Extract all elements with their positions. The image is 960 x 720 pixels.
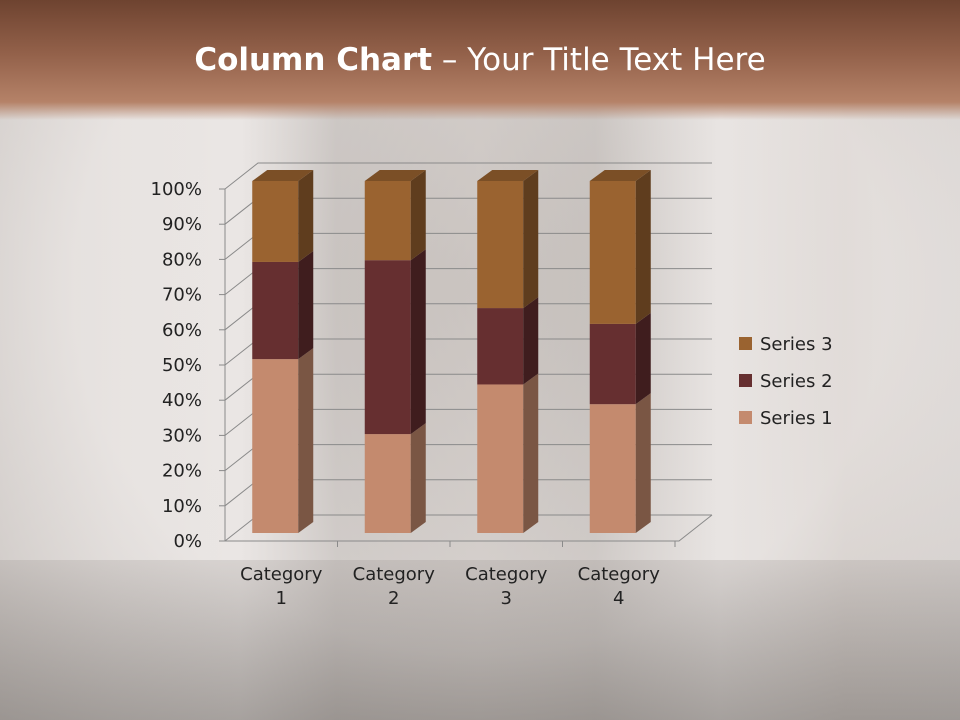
bar-segment-side (635, 393, 651, 533)
legend-swatch (739, 374, 752, 387)
y-tick-label: 0% (173, 531, 202, 552)
y-tick-label: 50% (162, 355, 202, 376)
y-tick-label: 30% (162, 425, 202, 446)
x-tick-label: Category (465, 564, 548, 585)
title-bold: Column Chart (194, 42, 433, 78)
bar-segment-front (477, 384, 524, 533)
bar-segment-side (298, 348, 314, 533)
bar-segment-top (252, 170, 314, 181)
bar-segment-front (364, 260, 411, 435)
title-bar (0, 0, 960, 120)
bar-segment-top (589, 170, 651, 181)
x-tick-label: Category (578, 564, 661, 585)
x-tick-label: 3 (501, 588, 512, 609)
bar-segment-front (364, 434, 411, 533)
y-tick-label: 10% (162, 496, 202, 517)
bar-segment-front (589, 323, 636, 405)
legend-label: Series 1 (760, 408, 833, 429)
background-shade (0, 560, 960, 720)
y-tick-label: 20% (162, 461, 202, 482)
bar-segment-front (589, 181, 636, 324)
x-tick-label: 4 (613, 588, 624, 609)
bar-segment-side (635, 170, 651, 324)
x-tick-label: Category (240, 564, 323, 585)
x-tick-label: 2 (388, 588, 399, 609)
legend-swatch (739, 337, 752, 350)
bar-segment-front (477, 181, 524, 309)
legend-label: Series 3 (760, 334, 833, 355)
bar-segment-top (477, 170, 539, 181)
legend-swatch (739, 411, 752, 424)
y-tick-label: 60% (162, 320, 202, 341)
x-tick-label: Category (353, 564, 436, 585)
bar-segment-side (523, 170, 539, 309)
legend-label: Series 2 (760, 371, 833, 392)
bar-segment-front (252, 261, 299, 360)
floor-edge (225, 514, 713, 542)
bar-segment-side (523, 373, 539, 533)
bar-segment-side (523, 297, 539, 385)
y-tick-label: 100% (151, 179, 202, 200)
gridline (224, 162, 712, 190)
slide-title: Column Chart – Your Title Text Here (0, 42, 960, 78)
bar-segment-side (298, 250, 314, 360)
bar-segment-side (410, 423, 426, 533)
bar-segment-front (252, 181, 299, 262)
bar-segment-side (410, 249, 426, 435)
bar-segment-front (364, 181, 411, 261)
title-rest: – Your Title Text Here (432, 42, 766, 78)
y-tick-label: 40% (162, 390, 202, 411)
y-tick-label: 80% (162, 249, 202, 270)
bar-segment-side (635, 312, 651, 405)
bar-segment-front (589, 404, 636, 533)
y-tick-label: 90% (162, 214, 202, 235)
bar-segment-side (410, 170, 426, 261)
bar-segment-side (298, 170, 314, 262)
x-tick-label: 1 (276, 588, 287, 609)
bar-segment-front (252, 359, 299, 533)
bar-segment-top (364, 170, 426, 181)
bar-segment-front (477, 308, 524, 385)
y-tick-label: 70% (162, 285, 202, 306)
